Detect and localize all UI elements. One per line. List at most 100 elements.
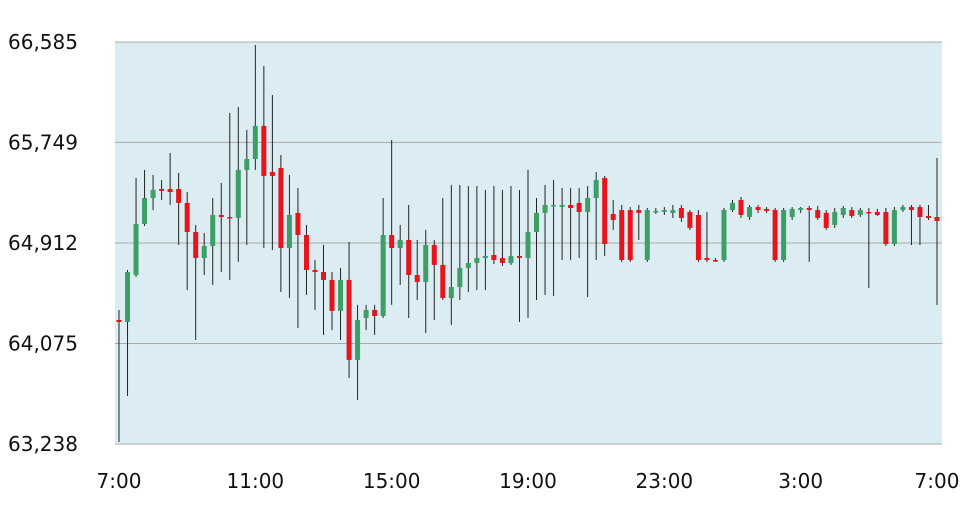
candle-body	[116, 319, 122, 322]
candle-body	[934, 216, 940, 221]
x-tick-label: 23:00	[636, 469, 694, 493]
y-tick-label: 63,238	[8, 432, 78, 456]
candle-body	[653, 210, 659, 213]
y-tick-label: 64,912	[8, 231, 78, 255]
candle-body	[840, 207, 846, 215]
candle-body	[704, 257, 710, 260]
candle-body	[193, 232, 199, 258]
candle-body	[738, 199, 744, 215]
candle-body	[474, 257, 480, 263]
candle-body	[687, 211, 693, 228]
candle-body	[312, 269, 318, 273]
candle-body	[346, 279, 352, 360]
candle-body	[210, 214, 216, 246]
candle-body	[798, 207, 804, 211]
candle-body	[227, 216, 233, 219]
candle-body	[363, 309, 369, 319]
candle-body	[602, 177, 608, 245]
candle-body	[874, 211, 880, 215]
candle-body	[423, 244, 429, 282]
candle-body	[755, 207, 761, 211]
x-tick-label: 7:00	[915, 469, 960, 493]
candle-body	[355, 319, 361, 360]
candle-body	[491, 254, 497, 260]
candle-body	[883, 211, 889, 245]
candle-body	[321, 272, 326, 280]
candle-body	[235, 169, 241, 218]
candle-body	[900, 207, 906, 211]
candle-body	[925, 215, 931, 218]
candle-body	[329, 279, 335, 311]
candle-body	[286, 214, 292, 248]
candle-body	[849, 210, 855, 216]
x-tick-label: 11:00	[227, 469, 285, 493]
candle-body	[406, 239, 412, 276]
candle-body	[789, 208, 795, 217]
candle-body	[866, 211, 872, 214]
candle-body	[261, 125, 267, 176]
candle-body	[908, 207, 914, 211]
candle-body	[431, 244, 437, 265]
candle-body	[576, 202, 582, 212]
candle-body	[823, 212, 829, 228]
candle-body	[338, 279, 344, 311]
candle-body	[917, 207, 923, 217]
candle-body	[440, 264, 446, 298]
candle-body	[389, 235, 395, 248]
x-tick-label: 3:00	[778, 469, 823, 493]
y-tick-label: 65,749	[8, 130, 78, 154]
candle-body	[585, 198, 591, 212]
candle-body	[218, 214, 224, 217]
candle-body	[627, 210, 633, 260]
candle-body	[764, 208, 770, 211]
candle-body	[644, 210, 650, 260]
candle-body	[542, 204, 548, 213]
candle-body	[670, 210, 676, 213]
candle-body	[815, 210, 821, 218]
candle-body	[167, 189, 173, 193]
x-tick-label: 19:00	[499, 469, 557, 493]
candle-body	[661, 210, 667, 212]
candle-body	[159, 189, 165, 191]
candle-body	[278, 167, 284, 248]
candle-body	[730, 202, 735, 211]
candle-body	[303, 235, 309, 270]
candle-body	[772, 210, 778, 260]
candle-body	[781, 210, 787, 260]
candle-body	[516, 256, 522, 258]
candle-body	[747, 207, 753, 217]
candle-body	[380, 235, 386, 316]
candle-body	[891, 210, 897, 245]
candle-body	[244, 158, 250, 170]
candle-body	[695, 214, 701, 260]
candle-body	[176, 189, 182, 203]
candle-body	[857, 210, 863, 215]
candle-body	[184, 202, 190, 233]
candle-body	[534, 212, 540, 233]
candle-body	[269, 171, 275, 176]
candle-body	[636, 210, 642, 213]
candle-body	[551, 204, 557, 207]
candle-body	[125, 272, 131, 322]
candle-body	[414, 275, 420, 282]
candle-body	[721, 210, 727, 260]
candle-body	[832, 211, 838, 225]
candle-body	[482, 256, 488, 258]
candle-body	[806, 207, 812, 211]
candle-body	[712, 259, 718, 262]
candle-body	[133, 223, 139, 276]
candle-body	[525, 232, 531, 258]
candle-body	[568, 204, 574, 208]
candle-body	[610, 213, 616, 220]
candle-body	[465, 262, 471, 268]
candle-body	[457, 267, 463, 288]
candle-body	[142, 198, 148, 224]
candle-body	[619, 210, 625, 260]
x-tick-label: 7:00	[97, 469, 142, 493]
y-tick-label: 64,075	[8, 331, 78, 355]
candle-body	[397, 239, 403, 248]
candle-body	[448, 287, 454, 298]
candle-body	[201, 245, 207, 258]
candle-body	[678, 207, 684, 218]
